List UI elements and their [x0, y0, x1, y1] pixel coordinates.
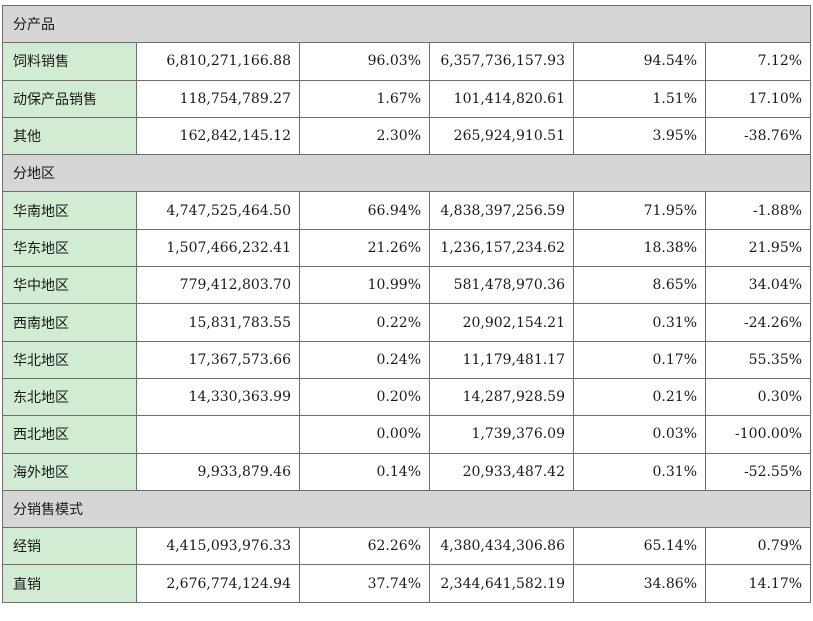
- current-share-cell: 21.26%: [299, 228, 430, 268]
- row-label: 经销: [2, 527, 137, 566]
- prior-share-cell: 71.95%: [573, 191, 706, 230]
- sales-breakdown-table: 分产品 饲料销售 6,810,271,166.88 96.03% 6,357,7…: [1, 4, 812, 603]
- prior-share-cell: 8.65%: [573, 266, 706, 305]
- prior-amount-cell: 4,838,397,256.59: [429, 191, 574, 230]
- row-label: 其他: [2, 116, 137, 156]
- current-share-cell: 0.24%: [299, 340, 430, 379]
- prior-amount-cell: 4,380,434,306.86: [429, 527, 574, 566]
- yoy-change-cell: 21.95%: [704, 228, 812, 268]
- yoy-change-cell: -38.76%: [704, 116, 812, 156]
- prior-share-cell: 0.31%: [573, 303, 706, 342]
- current-share-cell: 96.03%: [299, 42, 430, 81]
- row-label: 东北地区: [2, 377, 137, 417]
- prior-share-cell: 0.03%: [573, 415, 706, 454]
- current-share-cell: 10.99%: [299, 266, 430, 305]
- prior-amount-cell: 581,478,970.36: [429, 266, 574, 305]
- current-share-cell: 0.22%: [299, 303, 430, 342]
- prior-amount-cell: 1,236,157,234.62: [429, 228, 574, 268]
- current-share-cell: 0.20%: [299, 377, 430, 417]
- current-share-cell: 62.26%: [299, 527, 430, 566]
- prior-share-cell: 18.38%: [573, 228, 706, 268]
- current-amount-cell: 17,367,573.66: [136, 340, 300, 379]
- prior-share-cell: 94.54%: [573, 42, 706, 81]
- yoy-change-cell: -52.55%: [704, 452, 812, 491]
- table-row: 东北地区 14,330,363.99 0.20% 14,287,928.59 0…: [2, 377, 812, 417]
- section-title: 分销售模式: [1, 489, 812, 529]
- row-label: 华中地区: [2, 266, 137, 305]
- current-share-cell: 0.14%: [299, 452, 430, 491]
- row-label: 西南地区: [2, 303, 137, 342]
- row-label: 华北地区: [2, 340, 137, 379]
- prior-share-cell: 0.31%: [573, 452, 706, 491]
- yoy-change-cell: 34.04%: [704, 266, 812, 305]
- section-title: 分地区: [1, 154, 812, 193]
- row-label: 动保产品销售: [2, 79, 137, 118]
- row-label: 华南地区: [2, 191, 137, 230]
- current-share-cell: 37.74%: [299, 564, 430, 603]
- prior-amount-cell: 14,287,928.59: [429, 377, 574, 417]
- yoy-change-cell: -1.88%: [704, 191, 812, 230]
- prior-amount-cell: 2,344,641,582.19: [429, 564, 574, 603]
- row-label: 西北地区: [2, 415, 137, 454]
- prior-amount-cell: 265,924,910.51: [429, 116, 574, 156]
- table-row: 海外地区 9,933,879.46 0.14% 20,933,487.42 0.…: [2, 452, 812, 491]
- yoy-change-cell: 17.10%: [704, 79, 812, 118]
- prior-amount-cell: 101,414,820.61: [429, 79, 574, 118]
- current-amount-cell: 162,842,145.12: [136, 116, 300, 156]
- current-amount-cell: 779,412,803.70: [136, 266, 300, 305]
- row-label: 直销: [2, 564, 137, 603]
- current-share-cell: 66.94%: [299, 191, 430, 230]
- current-share-cell: 2.30%: [299, 116, 430, 156]
- row-label: 饲料销售: [2, 42, 137, 81]
- current-amount-cell: 1,507,466,232.41: [136, 228, 300, 268]
- yoy-change-cell: -24.26%: [704, 303, 812, 342]
- yoy-change-cell: 0.79%: [704, 527, 812, 566]
- yoy-change-cell: 55.35%: [704, 340, 812, 379]
- current-share-cell: 0.00%: [299, 415, 430, 454]
- current-amount-cell: [136, 415, 300, 454]
- table-row: 直销 2,676,774,124.94 37.74% 2,344,641,582…: [2, 564, 812, 603]
- prior-share-cell: 0.21%: [573, 377, 706, 417]
- yoy-change-cell: 0.30%: [704, 377, 812, 417]
- table-row: 西南地区 15,831,783.55 0.22% 20,902,154.21 0…: [2, 303, 812, 342]
- section-header-row: 分地区: [1, 154, 812, 193]
- current-amount-cell: 15,831,783.55: [136, 303, 300, 342]
- table-row: 饲料销售 6,810,271,166.88 96.03% 6,357,736,1…: [2, 42, 812, 81]
- prior-amount-cell: 11,179,481.17: [429, 340, 574, 379]
- current-amount-cell: 14,330,363.99: [136, 377, 300, 417]
- prior-share-cell: 1.51%: [573, 79, 706, 118]
- yoy-change-cell: 7.12%: [704, 42, 812, 81]
- current-amount-cell: 4,415,093,976.33: [136, 527, 300, 566]
- current-amount-cell: 9,933,879.46: [136, 452, 300, 491]
- current-amount-cell: 4,747,525,464.50: [136, 191, 300, 230]
- table-row: 华东地区 1,507,466,232.41 21.26% 1,236,157,2…: [2, 228, 812, 268]
- row-label: 华东地区: [2, 228, 137, 268]
- section-header-row: 分销售模式: [1, 489, 812, 529]
- yoy-change-cell: -100.00%: [704, 415, 812, 454]
- current-amount-cell: 2,676,774,124.94: [136, 564, 300, 603]
- current-amount-cell: 118,754,789.27: [136, 79, 300, 118]
- table-row: 华南地区 4,747,525,464.50 66.94% 4,838,397,2…: [2, 191, 812, 230]
- table-row: 华北地区 17,367,573.66 0.24% 11,179,481.17 0…: [2, 340, 812, 379]
- prior-amount-cell: 20,902,154.21: [429, 303, 574, 342]
- row-label: 海外地区: [2, 452, 137, 491]
- prior-share-cell: 3.95%: [573, 116, 706, 156]
- table-row: 西北地区 0.00% 1,739,376.09 0.03% -100.00%: [2, 415, 812, 454]
- prior-share-cell: 65.14%: [573, 527, 706, 566]
- table-row: 动保产品销售 118,754,789.27 1.67% 101,414,820.…: [2, 79, 812, 118]
- edge-watermark: [805, 548, 813, 588]
- prior-share-cell: 0.17%: [573, 340, 706, 379]
- current-amount-cell: 6,810,271,166.88: [136, 42, 300, 81]
- section-header-row: 分产品: [1, 4, 812, 44]
- prior-amount-cell: 20,933,487.42: [429, 452, 574, 491]
- table-row: 经销 4,415,093,976.33 62.26% 4,380,434,306…: [2, 527, 812, 566]
- prior-amount-cell: 6,357,736,157.93: [429, 42, 574, 81]
- yoy-change-cell: 14.17%: [704, 564, 812, 603]
- prior-amount-cell: 1,739,376.09: [429, 415, 574, 454]
- table-row: 其他 162,842,145.12 2.30% 265,924,910.51 3…: [2, 116, 812, 156]
- current-share-cell: 1.67%: [299, 79, 430, 118]
- section-title: 分产品: [1, 4, 812, 44]
- table-row: 华中地区 779,412,803.70 10.99% 581,478,970.3…: [2, 266, 812, 305]
- prior-share-cell: 34.86%: [573, 564, 706, 603]
